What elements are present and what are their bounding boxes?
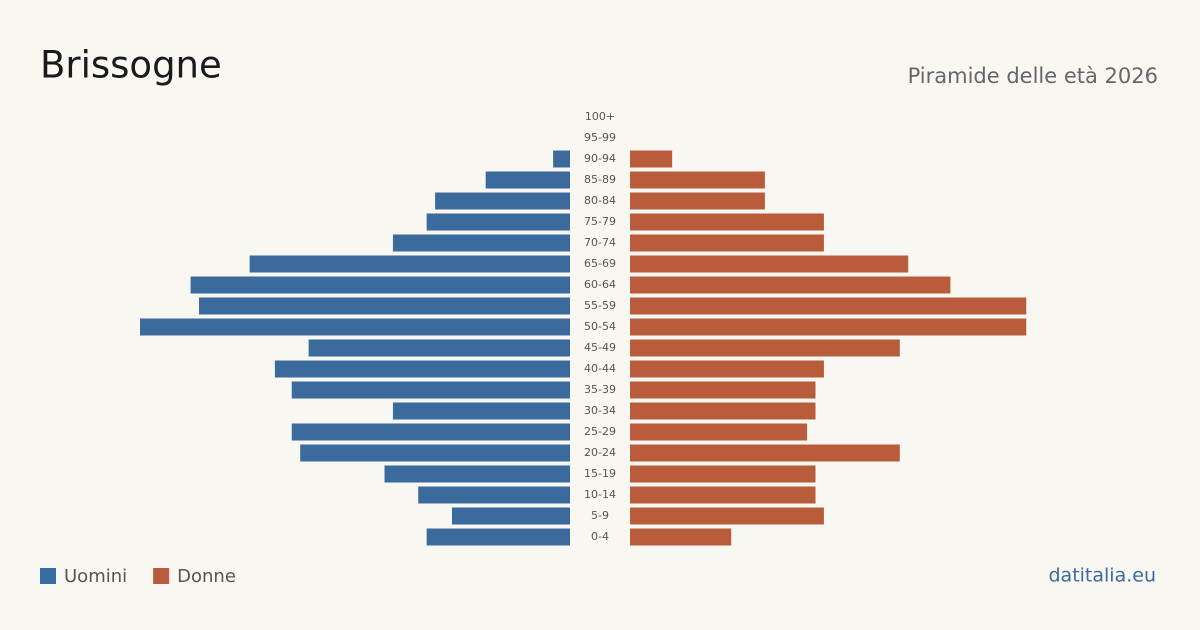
bar <box>291 381 570 399</box>
bar <box>630 465 816 483</box>
bar <box>199 297 571 315</box>
bar <box>630 360 824 378</box>
age-label: 40-44 <box>584 362 616 375</box>
age-label: 70-74 <box>584 236 616 249</box>
age-label: 0-4 <box>591 530 609 543</box>
age-label: 85-89 <box>584 173 616 186</box>
bar <box>630 255 909 273</box>
bar <box>426 213 570 231</box>
bar <box>435 192 570 210</box>
bar <box>630 381 816 399</box>
age-label: 30-34 <box>584 404 616 417</box>
bar <box>630 171 765 189</box>
bar <box>384 465 570 483</box>
bar <box>630 234 824 252</box>
age-label: 15-19 <box>584 467 616 480</box>
bar <box>630 297 1027 315</box>
bar <box>630 192 765 210</box>
age-label: 65-69 <box>584 257 616 270</box>
age-label: 75-79 <box>584 215 616 228</box>
bar <box>291 423 570 441</box>
chart-title: Brissogne <box>40 44 222 87</box>
age-label: 5-9 <box>591 509 609 522</box>
bar <box>190 276 570 294</box>
bar <box>630 528 732 546</box>
bar <box>630 444 900 462</box>
bar <box>630 507 824 525</box>
bar <box>630 318 1027 336</box>
age-label: 95-99 <box>584 131 616 144</box>
bar <box>630 150 673 168</box>
age-label: 60-64 <box>584 278 616 291</box>
bar <box>630 213 824 231</box>
bar <box>630 423 808 441</box>
legend-label: Uomini <box>64 566 127 587</box>
age-label: 10-14 <box>584 488 616 501</box>
bar <box>485 171 570 189</box>
bar <box>630 402 816 420</box>
age-label: 55-59 <box>584 299 616 312</box>
age-label: 50-54 <box>584 320 616 333</box>
source[interactable]: datitalia.eu <box>1049 565 1157 587</box>
bar <box>274 360 570 378</box>
legend-swatch <box>153 568 170 584</box>
bar <box>630 339 900 357</box>
age-label: 80-84 <box>584 194 616 207</box>
age-label: 20-24 <box>584 446 616 459</box>
bar <box>630 276 951 294</box>
age-label: 35-39 <box>584 383 616 396</box>
chart-subtitle: Piramide delle età 2026 <box>908 64 1158 88</box>
bar <box>553 150 570 168</box>
age-label: 90-94 <box>584 152 616 165</box>
age-label: 100+ <box>585 110 615 123</box>
age-label: 25-29 <box>584 425 616 438</box>
age-label: 45-49 <box>584 341 616 354</box>
legend-swatch <box>40 568 56 584</box>
bar <box>418 486 570 504</box>
bar <box>630 486 816 504</box>
bar <box>140 318 570 336</box>
bar <box>300 444 570 462</box>
bar <box>392 234 570 252</box>
bar <box>308 339 570 357</box>
bar <box>451 507 570 525</box>
bar <box>249 255 570 273</box>
bar <box>426 528 570 546</box>
bar <box>392 402 570 420</box>
legend-label: Donne <box>177 566 236 587</box>
